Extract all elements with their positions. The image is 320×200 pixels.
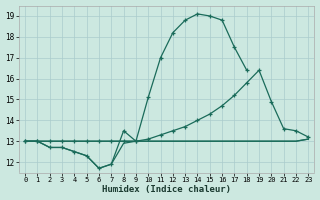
X-axis label: Humidex (Indice chaleur): Humidex (Indice chaleur) (102, 185, 231, 194)
